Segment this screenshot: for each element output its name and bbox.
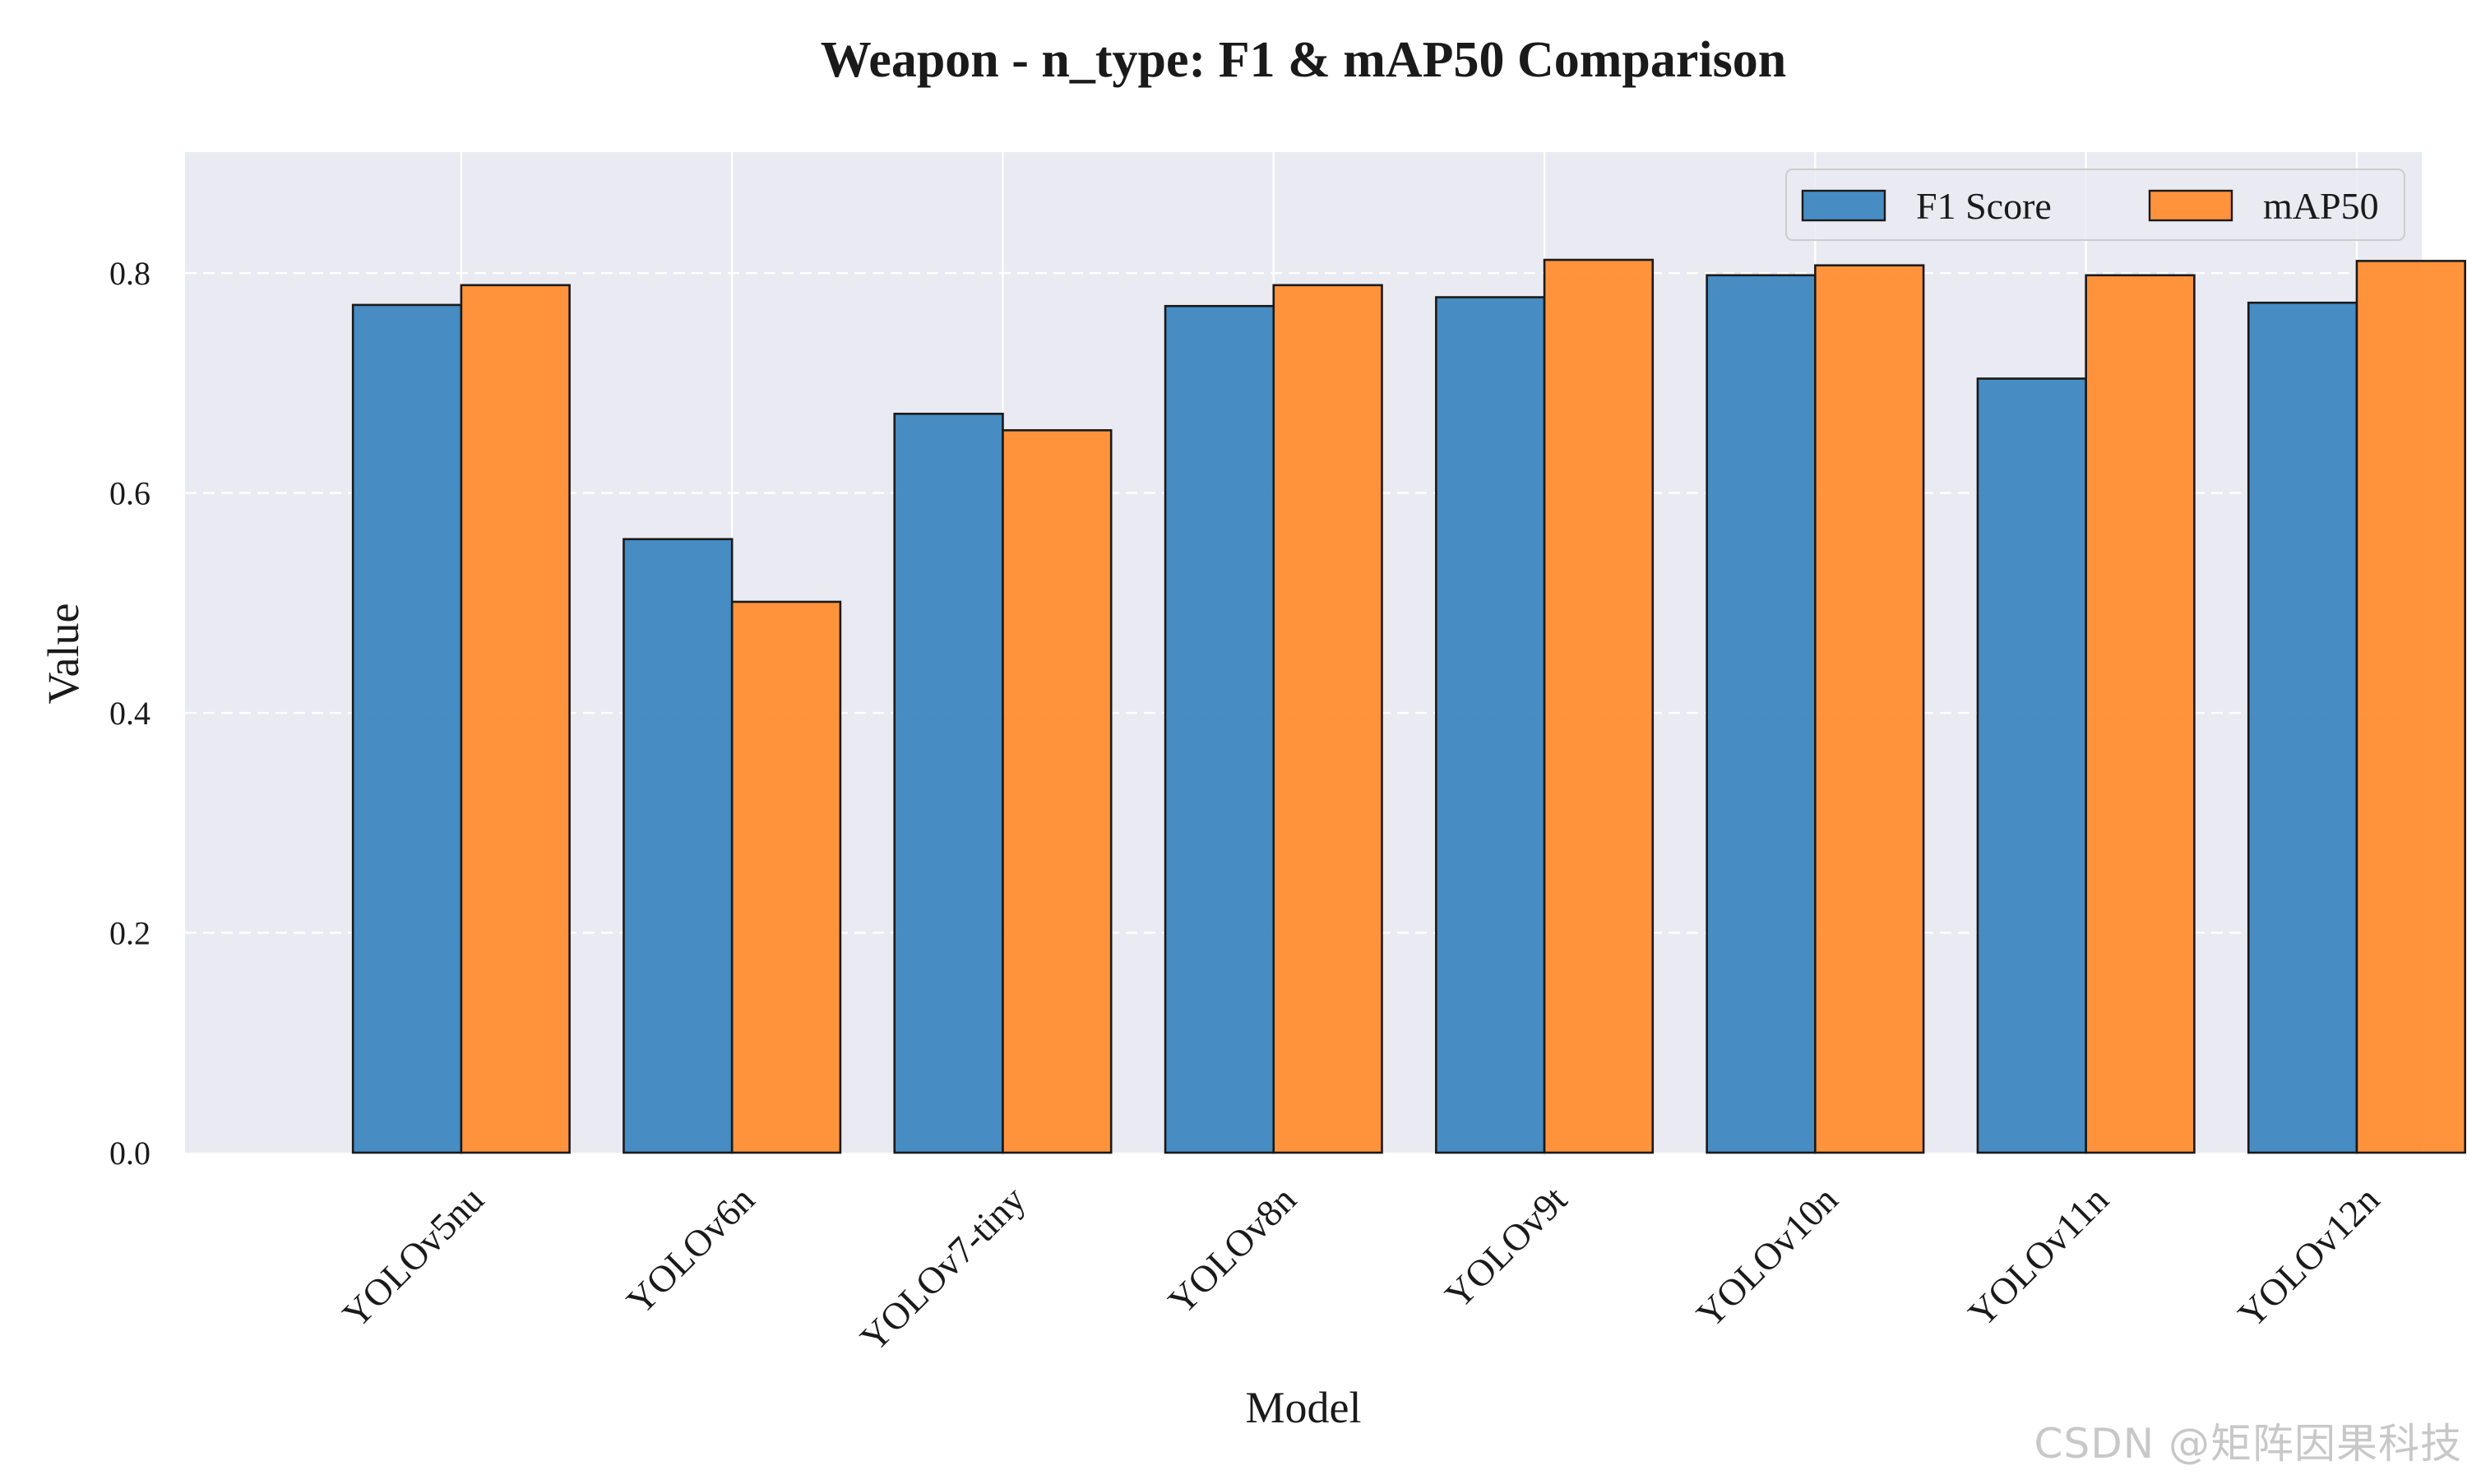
y-tick-label: 0.0	[109, 1135, 150, 1172]
bar-map50	[1272, 284, 1383, 1154]
y-axis-label: Value	[39, 603, 88, 705]
bar-f1-score	[2247, 301, 2358, 1154]
y-tick-label: 0.6	[109, 475, 150, 512]
bar-map50	[1002, 429, 1113, 1154]
bar-map50	[460, 284, 571, 1154]
x-tick-label: YOLOv12n	[2230, 1178, 2387, 1335]
bar-f1-score	[351, 303, 463, 1154]
bar-map50	[730, 600, 842, 1154]
legend-label: mAP50	[2263, 185, 2379, 227]
plot-area: 0.0 0.2 0.4 0.6 0.8 YOLOv5nu YOLOv6n YOLOv7-tin…	[109, 152, 2466, 1359]
bar-map50	[1543, 258, 1655, 1154]
bar-map50	[2355, 260, 2466, 1154]
legend-swatch	[1801, 189, 1886, 222]
y-tick-label: 0.8	[109, 255, 150, 292]
bar-f1-score	[623, 538, 734, 1154]
y-tick-label: 0.2	[109, 915, 150, 952]
x-tick-label: YOLOv6n	[618, 1178, 762, 1322]
y-tick-label: 0.4	[109, 695, 150, 732]
bar-f1-score	[1706, 274, 1817, 1154]
legend-box	[1785, 169, 2405, 241]
bar-f1-score	[893, 412, 1004, 1154]
x-tick-label: YOLOv7-tiny	[852, 1178, 1033, 1359]
legend-label: F1 Score	[1916, 185, 2052, 227]
chart-title: Weapon - n_type: F1 & mAP50 Comparison	[821, 32, 1787, 88]
bar-f1-score	[1976, 377, 2087, 1154]
bar-map50	[1814, 264, 1925, 1154]
x-tick-label: YOLOv11n	[1960, 1178, 2116, 1334]
x-tick-label: YOLOv9t	[1437, 1178, 1575, 1316]
x-tick-label: YOLOv8n	[1160, 1178, 1304, 1322]
x-axis-label: Model	[1246, 1383, 1362, 1432]
bar-map50	[2085, 274, 2196, 1154]
legend-swatch	[2148, 189, 2233, 222]
x-tick-label: YOLOv10n	[1688, 1178, 1845, 1335]
watermark-text: CSDN @矩阵因果科技	[2034, 1420, 2462, 1468]
bar-f1-score	[1164, 304, 1275, 1154]
bar-f1-score	[1435, 296, 1546, 1154]
x-tick-label: YOLOv5nu	[334, 1178, 491, 1335]
